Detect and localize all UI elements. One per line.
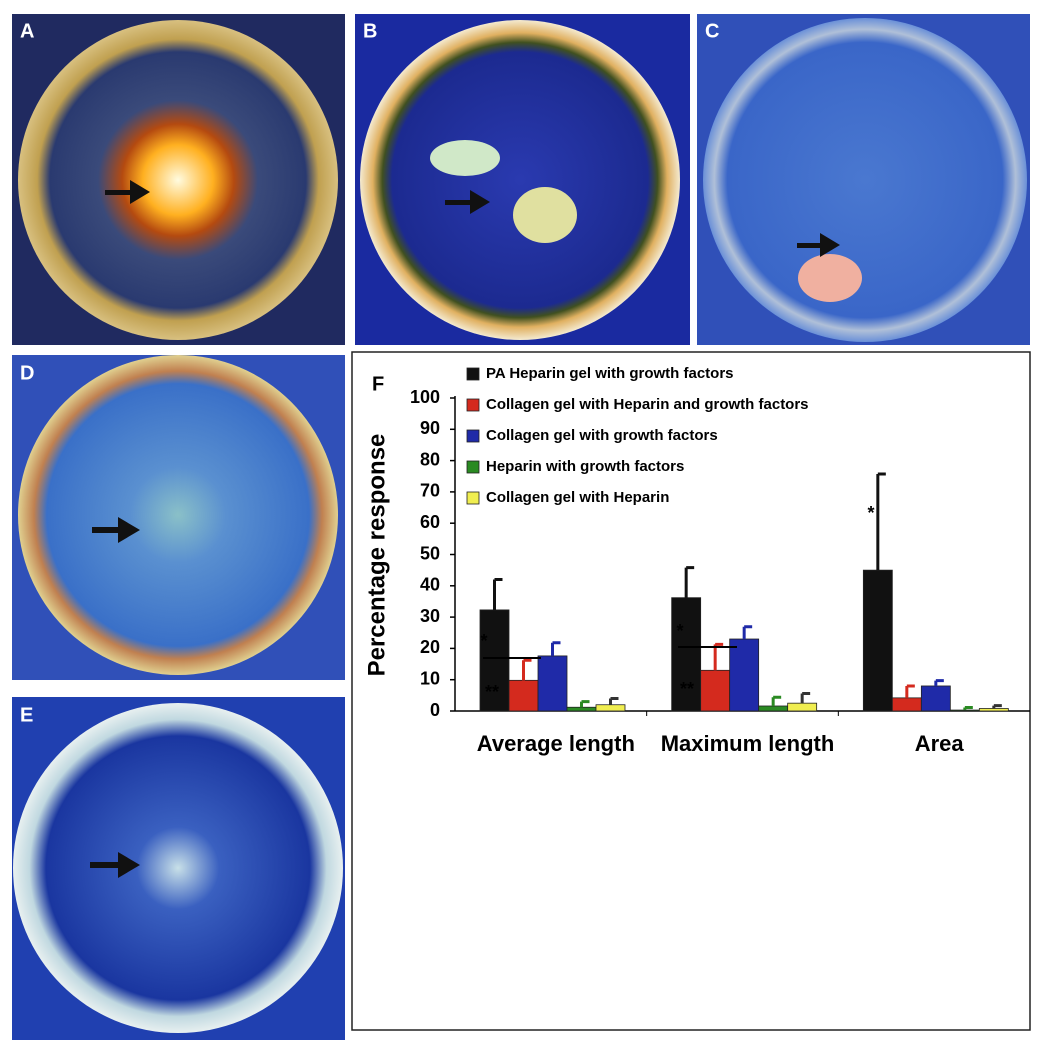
y-tick-label: 90	[420, 418, 440, 438]
annotation: *	[480, 631, 487, 651]
y-tick-label: 60	[420, 512, 440, 532]
y-tick-label: 30	[420, 606, 440, 626]
x-tick-label: Maximum length	[661, 731, 835, 756]
legend-label: Collagen gel with Heparin and growth fac…	[486, 396, 809, 413]
bar	[479, 609, 510, 712]
bar	[566, 706, 597, 712]
error-bar	[580, 700, 590, 708]
bar	[862, 569, 893, 712]
legend-label: Heparin with growth factors	[486, 458, 684, 475]
error-bar	[963, 706, 973, 711]
x-tick-label: Average length	[477, 731, 635, 756]
annotation: **	[485, 682, 499, 702]
bar	[758, 705, 789, 712]
legend-swatch	[466, 398, 480, 412]
error-bar	[771, 695, 782, 706]
bar	[920, 685, 951, 712]
error-bar	[609, 696, 619, 705]
error-bar	[713, 642, 724, 671]
bar	[949, 709, 980, 712]
panel-label: A	[20, 20, 34, 42]
error-bar	[493, 578, 503, 610]
y-tick-label: 20	[420, 637, 440, 657]
y-tick-label: 40	[420, 575, 440, 595]
error-bar	[551, 641, 561, 656]
bar	[700, 669, 731, 712]
error-bar	[934, 679, 944, 686]
legend-label: Collagen gel with growth factors	[486, 427, 718, 444]
photos	[12, 14, 1030, 1040]
annotation: *	[867, 503, 874, 523]
panel-label: F	[372, 373, 384, 395]
y-tick-label: 80	[420, 449, 440, 469]
bar	[891, 697, 922, 712]
panel-label: E	[20, 704, 33, 726]
error-bar	[905, 684, 915, 698]
panel-label: C	[705, 20, 719, 42]
y-tick-label: 0	[430, 700, 440, 720]
legend-label: Collagen gel with Heparin	[486, 489, 669, 506]
y-axis-label: Percentage response	[363, 434, 390, 677]
annotation: **	[680, 679, 694, 699]
bar	[729, 638, 760, 712]
y-tick-label: 100	[410, 387, 440, 407]
y-tick-label: 70	[420, 481, 440, 501]
bar	[978, 708, 1009, 712]
panel-label: D	[20, 362, 34, 384]
error-bar	[684, 566, 695, 598]
bar	[508, 679, 539, 712]
x-tick-label: Area	[915, 731, 965, 756]
bar	[537, 655, 568, 712]
error-bar	[742, 625, 753, 640]
error-bar	[800, 691, 811, 704]
legend-swatch	[466, 429, 480, 443]
bar	[671, 597, 702, 712]
legend-label: PA Heparin gel with growth factors	[486, 365, 734, 382]
bar	[787, 702, 818, 712]
y-tick-label: 10	[420, 668, 440, 688]
legend-swatch	[466, 460, 480, 474]
error-bar	[522, 658, 532, 681]
y-tick-label: 50	[420, 543, 440, 563]
bar	[595, 704, 626, 712]
error-bar	[992, 704, 1002, 709]
legend-swatch	[466, 367, 480, 381]
error-bar	[876, 472, 886, 571]
legend-swatch	[466, 491, 480, 505]
annotation: *	[676, 621, 683, 641]
panel-label: B	[363, 20, 377, 42]
